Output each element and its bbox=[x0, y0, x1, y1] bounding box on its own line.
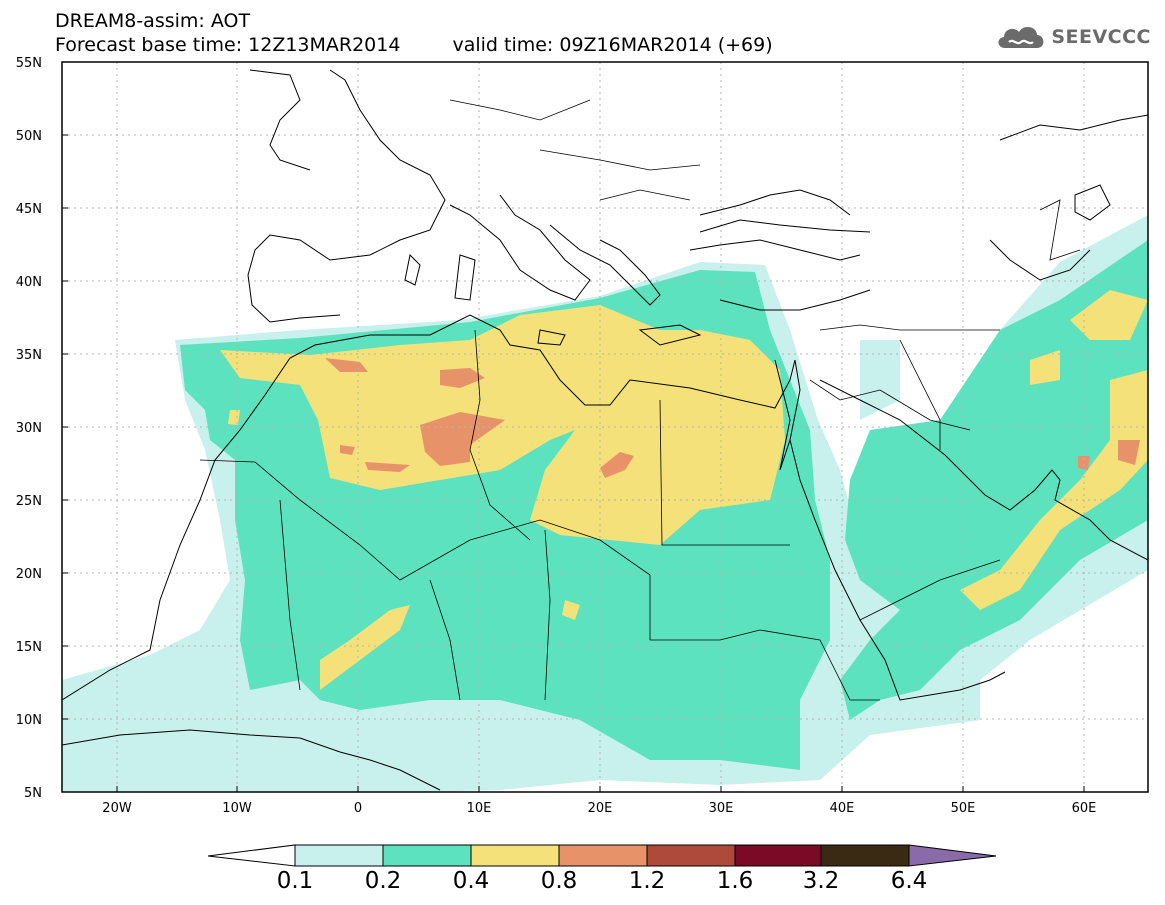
lon-label-30e: 30E bbox=[709, 801, 734, 816]
lat-label-30n: 30N bbox=[16, 421, 42, 436]
lon-label-10e: 10E bbox=[467, 801, 492, 816]
lon-label-60e: 60E bbox=[1072, 801, 1097, 816]
base-time: Forecast base time: 12Z13MAR2014 bbox=[55, 34, 401, 56]
logo-text: SEEVCCC bbox=[1051, 26, 1151, 48]
colorbar bbox=[207, 844, 997, 867]
graticule bbox=[62, 62, 1148, 792]
colorbar-segment-6 bbox=[734, 844, 822, 867]
colorbar-label-1-6: 1.6 bbox=[716, 868, 754, 894]
lat-label-35n: 35N bbox=[16, 348, 42, 363]
latitude-labels: 55N 50N 45N 40N 35N 30N 25N 20N 15N 10N … bbox=[16, 56, 42, 801]
colorbar-segment-2 bbox=[382, 844, 472, 867]
lon-label-20w: 20W bbox=[102, 801, 132, 816]
lon-label-10w: 10W bbox=[222, 801, 252, 816]
colorbar-segment-3 bbox=[470, 844, 560, 867]
seevccc-logo: SEEVCCC bbox=[995, 22, 1151, 52]
lat-label-55n: 55N bbox=[16, 56, 42, 71]
lat-label-40n: 40N bbox=[16, 275, 42, 290]
colorbar-segment-5 bbox=[646, 844, 736, 867]
tick-marks bbox=[62, 61, 1085, 793]
colorbar-segment-4 bbox=[558, 844, 648, 867]
colorbar-segment-7 bbox=[820, 844, 910, 867]
cloud-icon bbox=[998, 26, 1044, 48]
aot-field bbox=[62, 62, 1148, 792]
country-borders bbox=[199, 99, 1081, 701]
colorbar-segment-low bbox=[207, 844, 296, 867]
map-subtitle: Forecast base time: 12Z13MAR2014 valid ti… bbox=[55, 35, 773, 55]
lon-label-0: 0 bbox=[354, 801, 362, 816]
colorbar-label-6-4: 6.4 bbox=[890, 868, 928, 894]
map-title: DREAM8-assim: AOT bbox=[55, 10, 251, 32]
aot-level-0-8 bbox=[325, 358, 1140, 478]
lat-label-15n: 15N bbox=[16, 640, 42, 655]
lat-label-45n: 45N bbox=[16, 202, 42, 217]
colorbar-label-0-4: 0.4 bbox=[452, 868, 490, 894]
longitude-labels: 20W 10W 0 10E 20E 30E 40E 50E 60E bbox=[102, 801, 1096, 816]
lon-label-40e: 40E bbox=[830, 801, 855, 816]
colorbar-label-0-1: 0.1 bbox=[276, 868, 314, 894]
colorbar-label-0-8: 0.8 bbox=[540, 868, 578, 894]
colorbar-label-0-2: 0.2 bbox=[364, 868, 402, 894]
lat-label-50n: 50N bbox=[16, 129, 42, 144]
colorbar-label-1-2: 1.2 bbox=[628, 868, 666, 894]
lat-label-10n: 10N bbox=[16, 713, 42, 728]
colorbar-segment-1 bbox=[294, 844, 384, 867]
lon-label-20e: 20E bbox=[588, 801, 613, 816]
colorbar-segment-high bbox=[908, 844, 997, 867]
lat-label-25n: 25N bbox=[16, 494, 42, 509]
colorbar-label-3-2: 3.2 bbox=[802, 868, 840, 894]
valid-time: valid time: 09Z16MAR2014 (+69) bbox=[452, 34, 773, 56]
coastlines bbox=[62, 69, 1148, 791]
lon-label-50e: 50E bbox=[951, 801, 976, 816]
lat-label-5n: 5N bbox=[24, 786, 42, 801]
lat-label-20n: 20N bbox=[16, 567, 42, 582]
